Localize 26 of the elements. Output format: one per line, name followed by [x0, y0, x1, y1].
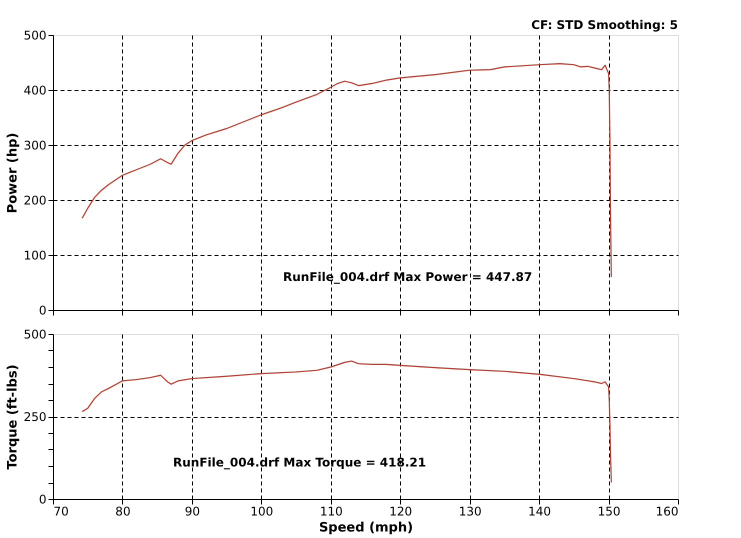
x-tick-label: 110 — [320, 504, 343, 518]
x-tick-label: 120 — [389, 504, 412, 518]
text: CF: STD Smoothing: 5 — [531, 18, 678, 32]
y-axis-title: Power (hp) — [6, 132, 21, 214]
annotation: RunFile_004.drf Max Torque = 418.21 — [173, 456, 426, 470]
x-tick-label: 140 — [528, 504, 552, 518]
x-tick-label: 80 — [115, 504, 131, 518]
y-tick-label: 200 — [24, 194, 46, 208]
x-tick-label: 100 — [250, 504, 274, 518]
annotation: RunFile_004.drf Max Power = 447.87 — [283, 270, 532, 284]
x-axis-title: Speed (mph) — [318, 520, 414, 536]
y-tick-label: 300 — [24, 138, 46, 152]
y-tick-label: 500 — [24, 28, 46, 42]
x-tick-label: 70 — [54, 504, 69, 518]
x-tick-label: 90 — [184, 504, 200, 518]
x-tick-label: 150 — [598, 504, 621, 518]
x-tick-label: 130 — [458, 504, 482, 518]
y-axis-title: Torque (ft-lbs) — [6, 364, 21, 470]
y-tick-label: 500 — [24, 328, 46, 342]
y-tick-label: 100 — [24, 248, 46, 262]
x-tick-label: 160 — [656, 504, 678, 518]
line-series — [82, 360, 612, 484]
y-tick-label: 0 — [38, 492, 46, 506]
y-tick-label: 250 — [24, 410, 46, 424]
y-tick-label: 400 — [24, 84, 46, 98]
y-tick-label: 0 — [38, 304, 46, 318]
